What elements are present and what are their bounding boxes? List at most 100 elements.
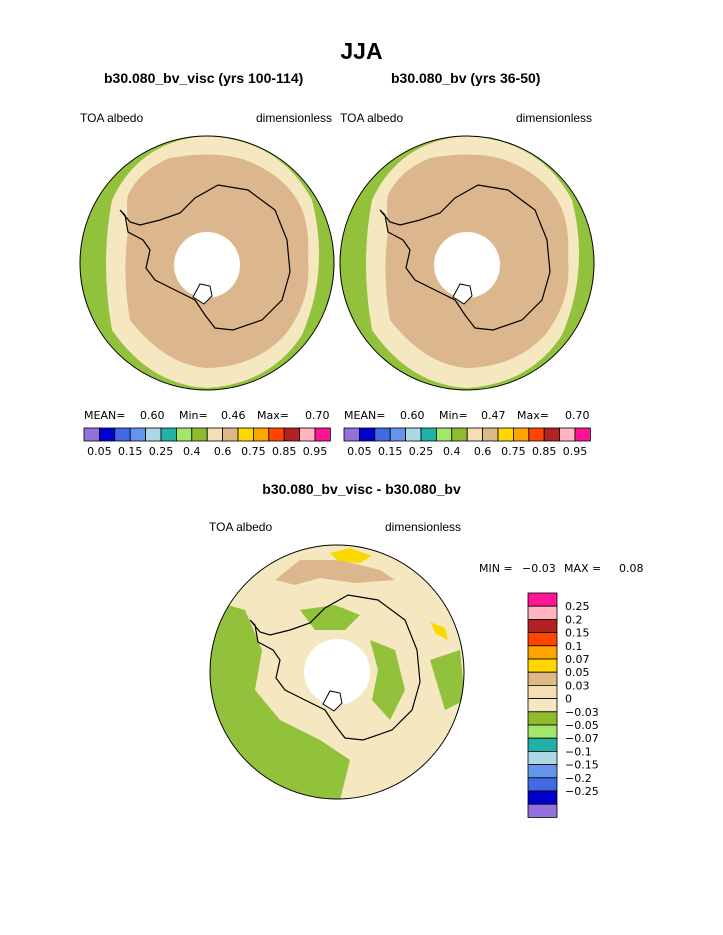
panel-1-colorbar-swatch [206, 427, 223, 442]
diff-colorbar-tick-label: 0.25 [565, 600, 590, 613]
panel-1-colorbar-swatch [191, 427, 208, 442]
diff-colorbar-swatch [527, 645, 558, 660]
panel-1-colorbar-swatch [145, 427, 162, 442]
diff-colorbar-tick-label: 0 [565, 693, 572, 706]
panel-1-colorbar-swatch [299, 427, 316, 442]
diff-max-value: 0.08 [619, 562, 644, 575]
panel-2-colorbar-swatch [343, 427, 360, 442]
panel-1-units: dimensionless [256, 111, 333, 125]
panel-1-map [80, 136, 334, 390]
panel-1-min-label: Min= [179, 409, 208, 422]
diff-colorbar-swatch [527, 671, 558, 686]
panel-2-colorbar-swatch [435, 427, 453, 442]
diff-colorbar-swatch [527, 724, 558, 739]
panel-2-case-title: b30.080_bv (yrs 36-50) [391, 70, 541, 86]
panel-1-colorbar-swatch [314, 427, 331, 442]
panel-1-mean-label: MEAN= [84, 409, 126, 422]
panel-2-map [340, 136, 594, 390]
panel-2-colorbar-swatch [559, 427, 576, 442]
diff-min-label: MIN = [479, 562, 513, 575]
panel-1-colorbar-tick-label: 0.75 [241, 445, 266, 458]
diff-colorbar-tick-label: −0.05 [565, 719, 599, 732]
panel-2-colorbar-swatch [513, 427, 530, 442]
panel-2-colorbar-swatch [482, 427, 499, 442]
panel-2-colorbar-tick-label: 0.05 [347, 445, 372, 458]
diff-colorbar-tick-label: 0.03 [565, 679, 590, 692]
panel-1-colorbar-tick-label: 0.95 [303, 445, 328, 458]
diff-colorbar-swatch [527, 685, 558, 700]
panel-1-colorbar-swatch [268, 427, 285, 442]
diff-colorbar-swatch [527, 764, 558, 779]
diff-colorbar-tick-label: −0.07 [565, 732, 599, 745]
panel-2-colorbar-tick-label: 0.95 [563, 445, 588, 458]
diff-colorbar-swatch [527, 803, 558, 818]
panel-2-colorbar-tick-label: 0.6 [474, 445, 492, 458]
panel-1-min-value: 0.46 [221, 409, 246, 422]
diff-colorbar-swatch [527, 605, 558, 620]
panel-2-colorbar-tick-label: 0.75 [501, 445, 526, 458]
panel-1-mean-value: 0.60 [140, 409, 165, 422]
panel-2-variable: TOA albedo [340, 111, 404, 125]
diff-boundary [209, 544, 465, 800]
panel-1-colorbar-swatch [129, 427, 146, 442]
panel-2-units: dimensionless [516, 111, 593, 125]
diff-colorbar-swatch [527, 632, 558, 647]
diff-units: dimensionless [385, 520, 462, 534]
panel-1-colorbar-tick-label: 0.85 [272, 445, 297, 458]
diff-colorbar-tick-label: 0.07 [565, 653, 590, 666]
diff-colorbar-tick-label: 0.1 [565, 640, 583, 653]
panel-2-colorbar: 0.05 0.15 0.25 0.4 0.6 0.75 0.85 0.95 [343, 427, 591, 458]
diff-colorbar-swatch [527, 711, 558, 726]
diff-variable: TOA albedo [209, 520, 273, 534]
panel-2-boundary [339, 135, 595, 391]
page-title: JJA [340, 38, 383, 64]
diff-colorbar-tick-label: 0.2 [565, 613, 583, 626]
diff-colorbar-tick-label: −0.1 [565, 745, 592, 758]
panel-1-colorbar-swatch [252, 427, 270, 442]
panel-1-max-value: 0.70 [305, 409, 330, 422]
panel-1-colorbar-tick-label: 0.05 [87, 445, 112, 458]
panel-2-colorbar-tick-label: 0.15 [378, 445, 403, 458]
panel-1-colorbar-swatch [160, 427, 177, 442]
diff-colorbar-swatch [527, 658, 558, 673]
diff-max-label: MAX = [564, 562, 602, 575]
diff-colorbar-tick-label: −0.2 [565, 772, 592, 785]
panel-2-colorbar-swatch [528, 427, 545, 442]
panel-1-colorbar-swatch [99, 427, 116, 442]
panel-2-max-label: Max= [517, 409, 549, 422]
panel-2-mean-label: MEAN= [344, 409, 386, 422]
panel-1-colorbar-swatch [175, 427, 193, 442]
panel-1-colorbar-swatch [222, 427, 239, 442]
diff-colorbar-tick-label: −0.15 [565, 759, 599, 772]
diff-colorbar-tick-label: 0.15 [565, 627, 590, 640]
panel-2-max-value: 0.70 [565, 409, 590, 422]
diff-colorbar: 0.250.20.150.10.070.050.030−0.03−0.05−0.… [527, 592, 599, 818]
panel-1-colorbar-swatch [237, 427, 254, 442]
panel-2-colorbar-swatch [405, 427, 422, 442]
diff-colorbar-tick-label: 0.05 [565, 666, 590, 679]
panel-1-colorbar-tick-label: 0.15 [118, 445, 143, 458]
panel-1-colorbar-swatch [83, 427, 100, 442]
panel-1-colorbar-swatch [283, 427, 301, 442]
diff-colorbar-swatch [527, 777, 558, 792]
diff-colorbar-swatch [527, 790, 558, 805]
panel-1-colorbar-tick-label: 0.25 [149, 445, 174, 458]
panel-1-colorbar-swatch [114, 427, 131, 442]
panel-2-colorbar-swatch [374, 427, 391, 442]
diff-title: b30.080_bv_visc - b30.080_bv [262, 481, 461, 497]
panel-2-min-label: Min= [439, 409, 468, 422]
panel-1-variable: TOA albedo [80, 111, 144, 125]
panel-1-case-title: b30.080_bv_visc (yrs 100-114) [104, 70, 304, 86]
panel-2-colorbar-swatch [574, 427, 591, 442]
panel-1-max-label: Max= [257, 409, 289, 422]
panel-2-colorbar-swatch [543, 427, 561, 442]
diff-colorbar-swatch [527, 737, 558, 752]
panel-2-colorbar-tick-label: 0.85 [532, 445, 557, 458]
diff-colorbar-swatch [527, 698, 558, 713]
panel-2-min-value: 0.47 [481, 409, 506, 422]
panel-2-colorbar-swatch [451, 427, 468, 442]
panel-2-colorbar-swatch [389, 427, 407, 442]
panel-2-colorbar-tick-label: 0.25 [409, 445, 434, 458]
diff-colorbar-swatch [527, 592, 558, 607]
panel-2-mean-value: 0.60 [400, 409, 425, 422]
